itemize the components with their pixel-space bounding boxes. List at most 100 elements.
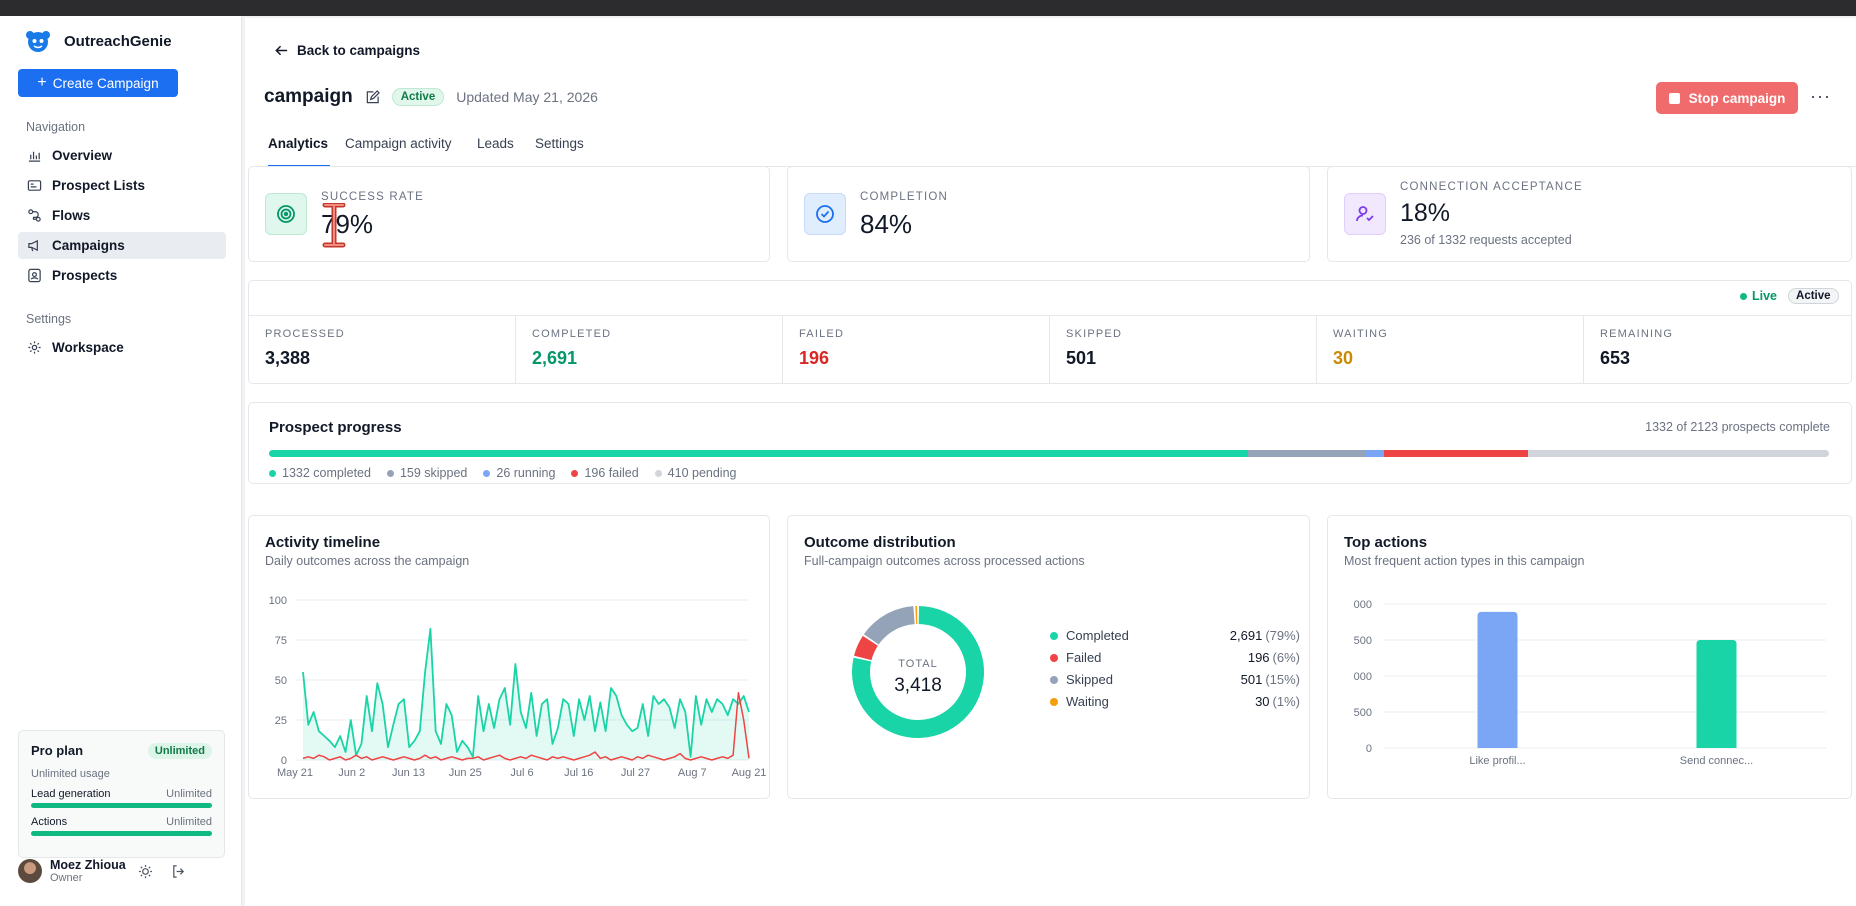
campaign-header: campaign Active Updated May 21, 2026 xyxy=(264,86,598,108)
app-name: OutreachGenie xyxy=(64,32,172,50)
status-badge: Active xyxy=(1788,288,1839,304)
x-tick-label: Like profil... xyxy=(1469,755,1525,767)
outcome-row-waiting: Waiting 30 (1%) xyxy=(1050,694,1300,709)
x-tick-label: Aug 21 xyxy=(732,767,767,779)
back-to-campaigns-link[interactable]: Back to campaigns xyxy=(274,43,420,58)
y-tick-label: 25 xyxy=(275,715,287,727)
legend-label: 196 failed xyxy=(584,466,639,480)
outcome-donut-chart[interactable]: TOTAL 3,418 xyxy=(840,594,996,750)
stat-value: 501 xyxy=(1066,348,1097,368)
sidebar-item-label: Flows xyxy=(52,208,91,223)
progress-segment xyxy=(1364,450,1384,457)
kpi-card-success-rate: SUCCESS RATE 79% xyxy=(248,166,770,262)
sidebar-item-workspace[interactable]: Workspace xyxy=(18,334,226,361)
sidebar-item-label: Campaigns xyxy=(52,238,125,253)
x-tick-label: May 21 xyxy=(277,767,313,779)
status-badge: Active xyxy=(391,88,445,106)
progress-segment xyxy=(1383,450,1528,457)
donut-slice xyxy=(854,635,878,661)
y-tick-label: 500 xyxy=(1354,707,1372,719)
create-campaign-label: Create Campaign xyxy=(52,75,159,91)
stop-campaign-button[interactable]: Stop campaign xyxy=(1656,82,1798,114)
x-tick-label: Aug 7 xyxy=(678,767,707,779)
stat-waiting: WAITING 30 xyxy=(1317,316,1584,383)
top-actions-card: Top actions Most frequent action types i… xyxy=(1327,515,1852,799)
create-campaign-button[interactable]: + Create Campaign xyxy=(18,69,178,97)
back-label: Back to campaigns xyxy=(297,43,421,58)
brand[interactable]: OutreachGenie xyxy=(24,28,172,54)
prospect-progress-bar xyxy=(269,450,1829,457)
legend-dot xyxy=(654,469,662,477)
sidebar-item-prospect-lists[interactable]: Prospect Lists xyxy=(18,172,226,199)
stat-label: REMAINING xyxy=(1600,328,1674,340)
x-tick-label: Jun 13 xyxy=(392,767,425,779)
completed-series-line xyxy=(302,627,750,758)
kpi-label: SUCCESS RATE xyxy=(321,191,425,203)
bar-chart-icon xyxy=(28,151,41,162)
stat-label: FAILED xyxy=(799,328,845,340)
activity-line-chart[interactable]: 0 25 50 75 100 May 21 Jun 2 Jun 13 Jun 25 Jul 6 Ju… xyxy=(249,580,769,790)
sidebar-item-overview[interactable]: Overview xyxy=(18,142,226,169)
bar xyxy=(1477,611,1518,748)
prospect-progress-title: Prospect progress xyxy=(269,419,402,436)
logout-icon[interactable] xyxy=(171,864,186,879)
legend-label: 410 pending xyxy=(667,466,737,480)
plan-row-value: Unlimited xyxy=(166,816,212,828)
chart-title: Activity timeline xyxy=(265,534,381,551)
stat-value: 30 xyxy=(1333,348,1354,368)
nav-section-title: Navigation xyxy=(26,120,86,134)
sidebar-item-prospects[interactable]: Prospects xyxy=(18,262,226,289)
sidebar-item-flows[interactable]: Flows xyxy=(18,202,226,229)
x-tick-label: Jun 25 xyxy=(449,767,482,779)
genie-logo-icon xyxy=(26,31,50,52)
sun-icon[interactable] xyxy=(138,864,153,879)
stat-processed: PROCESSED 3,388 xyxy=(249,316,516,383)
chart-subtitle: Most frequent action types in this campa… xyxy=(1344,554,1585,568)
tab-leads[interactable]: Leads xyxy=(477,136,514,151)
activity-timeline-card: Activity timeline Daily outcomes across … xyxy=(248,515,770,799)
plan-badge: Unlimited xyxy=(147,743,212,759)
stop-campaign-label: Stop campaign xyxy=(1688,90,1786,106)
avatar xyxy=(18,859,42,883)
outcome-pct: (79%) xyxy=(1265,628,1300,643)
outcome-value: 30 xyxy=(1255,694,1270,709)
x-tick-label: Jul 27 xyxy=(621,767,650,779)
tab-campaign-activity[interactable]: Campaign activity xyxy=(345,136,452,151)
y-tick-label: 50 xyxy=(275,675,287,687)
flow-icon xyxy=(28,209,41,222)
more-options-icon[interactable]: ··· xyxy=(1810,86,1831,106)
y-tick-label: 0 xyxy=(1366,743,1372,755)
user-profile[interactable]: Moez Zhioua Owner xyxy=(18,858,126,884)
sidebar-item-label: Workspace xyxy=(52,340,124,355)
stat-label: SKIPPED xyxy=(1066,328,1123,340)
kpi-label: CONNECTION ACCEPTANCE xyxy=(1400,181,1583,193)
stat-value: 2,691 xyxy=(532,348,578,368)
legend-dot xyxy=(1050,631,1058,640)
outcome-pct: (15%) xyxy=(1265,672,1300,687)
top-actions-bar-chart[interactable]: 0 500 000 500 000 Like profil... Send connec..… xyxy=(1328,580,1850,790)
outcome-distribution-card: Outcome distribution Full-campaign outco… xyxy=(787,515,1310,799)
tab-settings[interactable]: Settings xyxy=(535,136,584,151)
text-cursor-icon xyxy=(322,203,346,248)
divider xyxy=(249,315,1851,316)
legend-item: 410 pending xyxy=(654,466,737,480)
kpi-value: 84% xyxy=(860,209,913,239)
kpi-label: COMPLETION xyxy=(860,191,949,203)
stat-label: COMPLETED xyxy=(532,328,612,340)
user-name: Moez Zhioua xyxy=(50,858,126,872)
sidebar-item-campaigns[interactable]: Campaigns xyxy=(18,232,226,259)
updated-timestamp: Updated May 21, 2026 xyxy=(456,89,598,105)
chart-title: Outcome distribution xyxy=(804,534,956,551)
tab-analytics[interactable]: Analytics xyxy=(268,136,330,167)
plan-row: Lead generation Unlimited xyxy=(31,788,212,800)
bar xyxy=(1696,640,1737,748)
edit-icon[interactable] xyxy=(365,89,380,105)
user-role: Owner xyxy=(50,872,83,884)
legend-label: 26 running xyxy=(496,466,556,480)
plan-card: Pro plan Unlimited Unlimited usage Lead … xyxy=(18,730,225,858)
legend-item: 26 running xyxy=(483,466,555,480)
stat-value: 653 xyxy=(1600,348,1631,368)
legend-dot xyxy=(1050,697,1058,706)
user-actions xyxy=(138,864,186,879)
progress-segment xyxy=(1527,450,1829,457)
